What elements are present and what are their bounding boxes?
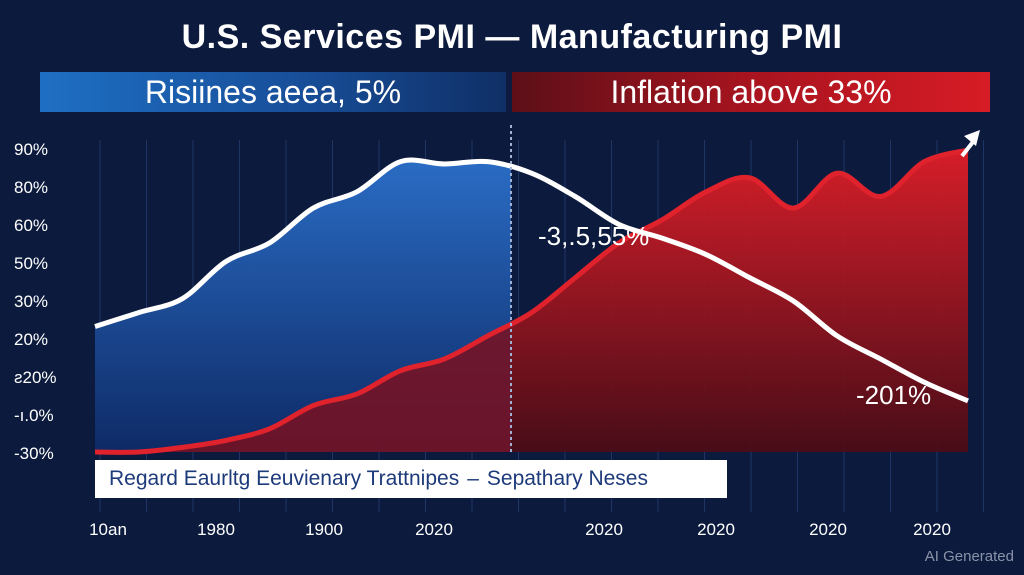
y-tick-label: 20%: [14, 330, 48, 349]
y-tick-label: 90%: [14, 140, 48, 159]
y-tick-label: 60%: [14, 216, 48, 235]
x-tick-label: 1900: [305, 520, 343, 539]
x-tick-label: 2020: [585, 520, 623, 539]
x-tick-label: 2020: [415, 520, 453, 539]
legend-separator: –: [467, 467, 479, 490]
chart-title: U.S. Services PMI — Manufacturing PMI: [181, 18, 843, 56]
x-tick-label: 10an: [89, 520, 127, 539]
manufacturing-area-left: [95, 324, 511, 453]
y-tick-label: -ı.0%: [14, 406, 54, 425]
annotation-upper: -3,.5,55%: [538, 221, 649, 251]
legend: Regard Eaurltg Eeuvienary Trattnipes – Sep…: [95, 460, 727, 498]
legend-item-left: Regard Eaurltg Eeuvienary Trattnipes: [109, 467, 460, 490]
watermark: AI Generated: [924, 548, 1014, 565]
y-tick-label: 80%: [14, 178, 48, 197]
y-tick-label: -30%: [14, 444, 54, 463]
y-tick-label: 30%: [14, 292, 48, 311]
x-tick-label: 2020: [697, 520, 735, 539]
x-tick-label: 1980: [197, 520, 235, 539]
annotation-lower: -201%: [856, 380, 931, 410]
banner-right: Inflation above 33%: [512, 72, 990, 112]
y-tick-label: ƨ20%: [14, 368, 57, 387]
arrow-head-icon: [964, 130, 980, 146]
banner-left: Risiines aeea, 5%: [40, 72, 506, 112]
x-tick-label: 2020: [913, 520, 951, 539]
legend-item-right: Sepathary Neses: [486, 467, 648, 490]
manufacturing-area: [511, 150, 968, 452]
y-tick-label: 50%: [14, 254, 48, 273]
x-tick-label: 2020: [809, 520, 847, 539]
